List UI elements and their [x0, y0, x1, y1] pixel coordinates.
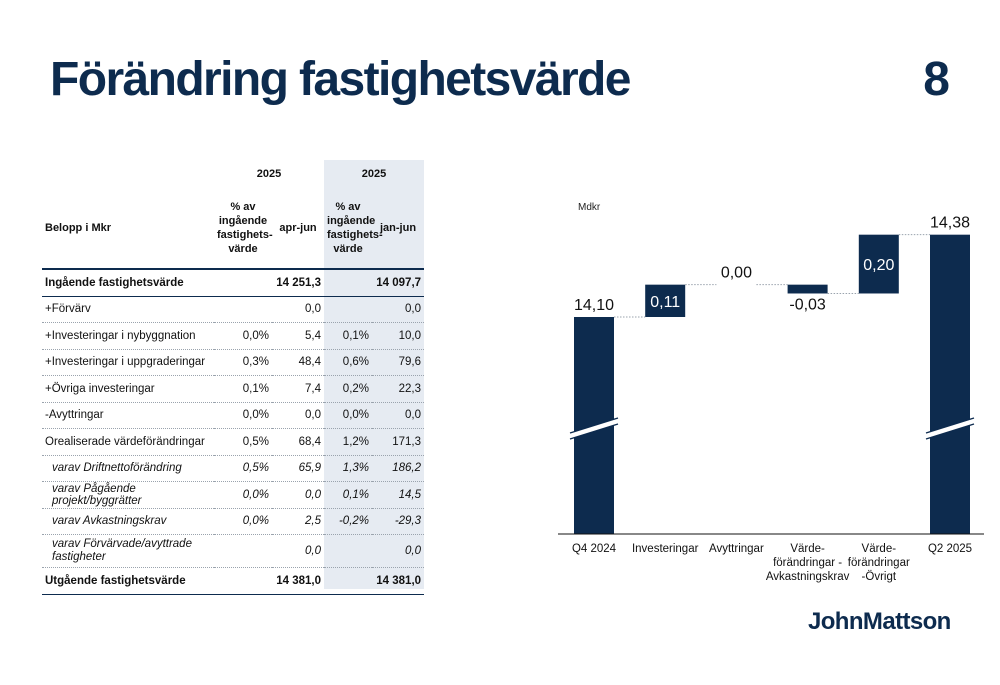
bar [787, 284, 828, 294]
axis-break-line [569, 423, 619, 440]
table-row: +Investeringar i uppgraderingar 0,3% 48,… [42, 349, 425, 376]
col-header-val-right: jan-jun [372, 188, 425, 270]
table-row: varav Förvärvade/avyttrade fastigheter 0… [42, 534, 425, 568]
table-row: +Övriga investeringar 0,1% 7,4 0,2% 22,3 [42, 375, 425, 403]
table-row: Orealiserade värdeförändringar 0,5% 68,4… [42, 428, 425, 456]
chart-unit-label: Mdkr [578, 202, 601, 213]
table-row: Utgående fastighetsvärde 14 381,0 14 381… [42, 567, 425, 595]
category-label: Investeringar [632, 543, 699, 555]
table-row: varav Pågående projekt/byggrätter 0,0% 0… [42, 481, 425, 509]
bar-data-label: 14,38 [930, 215, 970, 232]
table-row: +Investeringar i nybyggnation 0,0% 5,4 0… [42, 322, 425, 350]
bar-data-label: 0,20 [863, 257, 894, 274]
page-title: Förändring fastighetsvärde [50, 53, 631, 106]
axis-break-line [925, 417, 975, 434]
table-row: -Avyttringar 0,0% 0,0 0,0% 0,0 [42, 402, 425, 429]
bar [645, 284, 686, 317]
axis-break-gap [926, 418, 974, 439]
bar-data-label: 14,10 [574, 297, 614, 314]
page-number: 8 [923, 53, 950, 106]
table-row: varav Driftnettoförändring 0,5% 65,9 1,3… [42, 455, 425, 482]
bar-data-label: -0,03 [789, 296, 826, 313]
category-label: Värde-förändringar -Avkastningskrav [766, 543, 850, 583]
axis-break-line [569, 417, 619, 434]
year-header-left: 2025 [256, 168, 282, 180]
category-label: Värde-förändringar -Övrigt [848, 543, 910, 583]
axis-break-gap [570, 418, 618, 439]
category-label: Q2 2025 [928, 543, 972, 555]
col-header-val-left: apr-jun [272, 188, 325, 270]
col-header-label: Belopp i Mkr [42, 188, 214, 270]
property-value-table: 2025 2025 Belopp i Mkr % av ingående fas… [42, 160, 425, 595]
col-header-pct-left: % av ingående fastighets-värde [214, 188, 273, 270]
category-label: Q4 2024 [572, 543, 617, 555]
bar-data-label: 0,00 [721, 265, 752, 282]
col-header-pct-right: % av ingående fastighets-värde [324, 188, 383, 270]
bar-data-label: 0,11 [650, 294, 680, 311]
bar [930, 234, 970, 534]
company-logo: JohnMattson [808, 608, 951, 635]
category-label: Avyttringar [709, 543, 764, 555]
table-row: Ingående fastighetsvärde 14 251,3 14 097… [42, 269, 425, 297]
year-header-right: 2025 [361, 168, 387, 180]
bar [858, 234, 899, 294]
table-row: +Förvärv 0,0 0,0 [42, 296, 425, 323]
axis-break-line [925, 423, 975, 440]
table-row: varav Avkastningskrav 0,0% 2,5 -0,2% -29… [42, 508, 425, 535]
